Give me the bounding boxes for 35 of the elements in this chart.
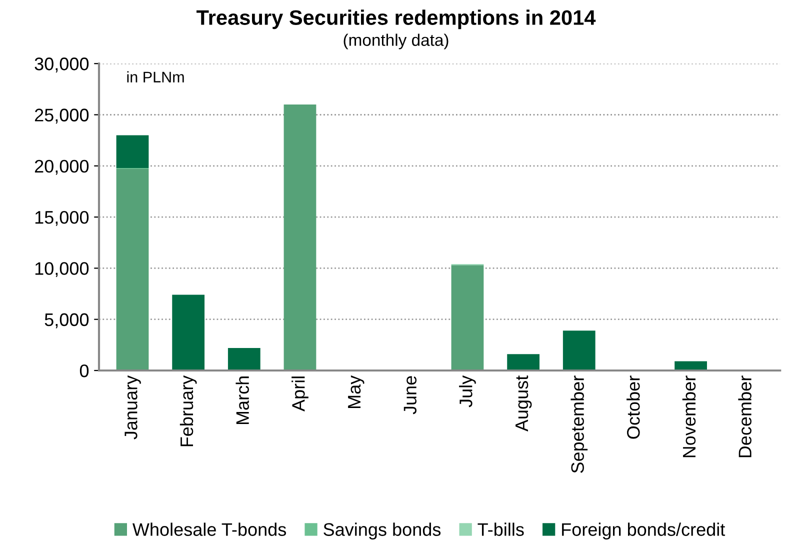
x-tick-label: October xyxy=(626,376,640,439)
x-tick-label: December xyxy=(738,376,752,458)
legend-label: Savings bonds xyxy=(324,522,441,540)
bar xyxy=(116,168,149,371)
y-tick-label: 15,000 xyxy=(35,210,89,226)
bar xyxy=(284,104,316,371)
legend-label: Foreign bonds/credit xyxy=(562,522,726,540)
chart-title: Treasury Securities redemptions in 2014 xyxy=(196,10,596,30)
x-tick-label: February xyxy=(180,375,197,446)
y-tick-label: 30,000 xyxy=(34,58,89,72)
legend-label: T-bills xyxy=(478,522,524,536)
y-tick-label: 20,000 xyxy=(34,160,89,175)
bar xyxy=(116,135,149,168)
bar xyxy=(562,330,596,371)
bar xyxy=(451,265,484,371)
y-tick-label: 25,000 xyxy=(34,108,89,124)
y-tick-label: 10,000 xyxy=(35,262,89,278)
x-tick-label: May xyxy=(348,375,364,408)
bar xyxy=(172,294,205,370)
bar xyxy=(228,348,260,371)
x-tick-label: April xyxy=(292,376,308,412)
x-tick-label: July xyxy=(459,375,476,408)
y-tick-label: 0 xyxy=(80,364,89,378)
bar xyxy=(674,361,707,370)
x-tick-label: June xyxy=(404,376,416,414)
x-tick-label: November xyxy=(682,376,696,458)
x-tick-label: Sepetember xyxy=(570,376,588,473)
x-tick-label: January xyxy=(124,375,141,440)
y-tick-label: 5,000 xyxy=(44,313,89,328)
legend-label: Wholesale T-bonds xyxy=(132,522,286,536)
chart-subtitle: (monthly data) xyxy=(344,34,448,50)
annotation: in PLNm xyxy=(127,71,184,82)
x-tick-label: March xyxy=(236,376,250,424)
bar xyxy=(507,354,540,370)
x-tick-label: August xyxy=(516,376,532,432)
